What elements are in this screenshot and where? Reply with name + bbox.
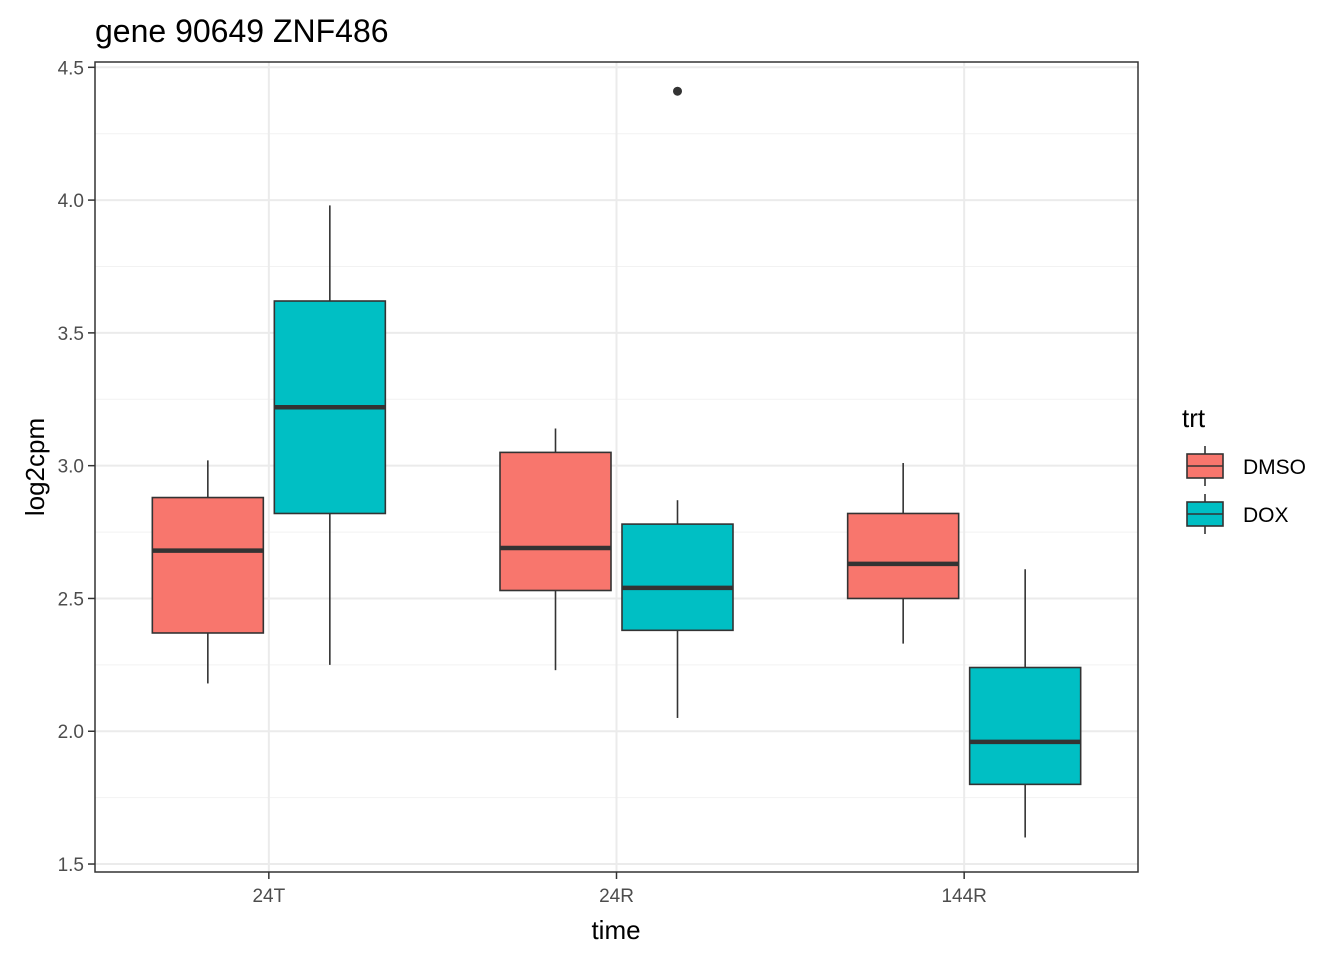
legend-item-dox: DOX <box>1186 494 1289 534</box>
y-tick-label: 3.0 <box>58 457 84 478</box>
box-dmso-24r <box>499 428 612 671</box>
y-tick-label: 4.5 <box>58 58 84 79</box>
box-body <box>968 666 1082 786</box>
box-dox-24r <box>621 86 734 718</box>
x-tick-label: 144R <box>941 886 986 907</box>
box-dox-24t <box>273 205 387 665</box>
legend-title: trt <box>1182 403 1206 433</box>
box-dmso-24t <box>151 460 265 684</box>
box-body <box>621 523 734 632</box>
box-layer <box>151 86 1082 838</box>
x-tick-label: 24T <box>252 886 285 907</box>
y-tick-label: 3.5 <box>58 324 84 345</box>
box-body <box>846 512 960 600</box>
chart-title: gene 90649 ZNF486 <box>95 13 389 49</box>
box-body <box>499 451 612 592</box>
x-tick-label: 24R <box>599 886 634 907</box>
x-axis-title: time <box>591 915 640 945</box>
legend-label: DMSO <box>1243 456 1306 479</box>
y-axis-title: log2cpm <box>20 418 50 516</box>
y-tick-label: 2.0 <box>58 722 84 743</box>
box-dmso-144r <box>846 463 960 644</box>
outlier-point <box>673 86 682 96</box>
y-tick-label: 4.0 <box>58 191 84 212</box>
legend-item-dmso: DMSO <box>1186 446 1306 486</box>
y-tick-label: 1.5 <box>58 855 84 876</box>
legend: trt DMSO DOX <box>1182 403 1306 534</box>
legend-label: DOX <box>1243 504 1289 527</box>
axis-ticks: 1.5 2.0 2.5 3.0 3.5 4.0 4.5 24T 24R 144R <box>58 58 987 907</box>
box-body <box>151 496 265 634</box>
box-dox-144r <box>968 569 1082 838</box>
grid-lines <box>95 62 1138 872</box>
y-tick-label: 2.5 <box>58 589 84 610</box>
